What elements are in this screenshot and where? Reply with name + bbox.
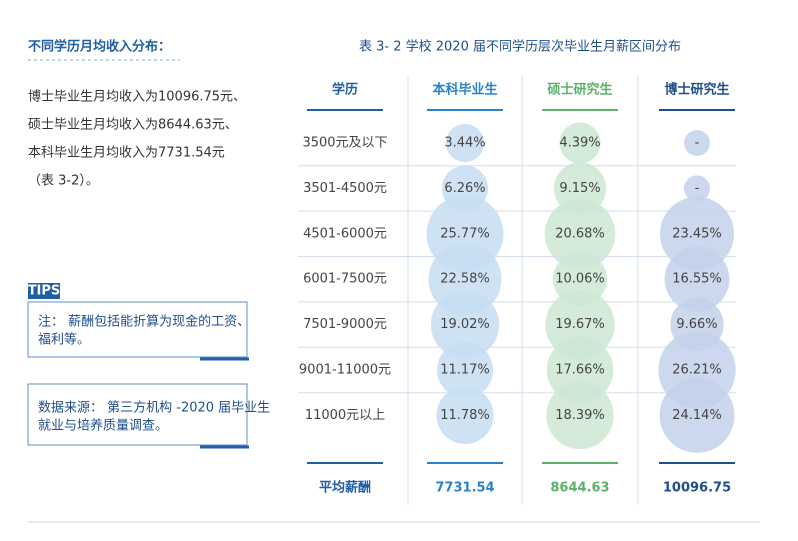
row-label: 9001-11000元	[299, 363, 391, 378]
bubble	[659, 196, 735, 271]
bubble	[445, 123, 485, 163]
cell-value: 20.68%	[555, 226, 605, 241]
tips-badge	[28, 283, 60, 299]
cell-value: 3.44%	[444, 136, 485, 151]
row-label: 3501-4500元	[303, 181, 387, 196]
heading: 不同学历月均收入分布：	[28, 39, 171, 55]
cell-value: 24.14%	[672, 408, 722, 423]
cell-value: 11.78%	[440, 408, 490, 423]
row-label: 6001-7500元	[303, 272, 387, 287]
tip-text: 就业与培养质量调查。	[38, 418, 168, 434]
body-line: （表 3-2）。	[28, 174, 99, 189]
bubble	[684, 130, 710, 156]
cell-value: 6.26%	[444, 181, 485, 196]
cell-value: 17.66%	[555, 363, 605, 378]
body-line: 博士毕业生月均收入为10096.75元、	[28, 90, 246, 105]
cell-value: 19.67%	[555, 317, 605, 332]
cell-value: 25.77%	[440, 226, 490, 241]
cell-value: 4.39%	[559, 136, 600, 151]
average-value: 7731.54	[435, 481, 494, 496]
column-header: 本科毕业生	[432, 82, 497, 98]
cell-value: -	[695, 181, 700, 196]
bubble	[684, 175, 710, 202]
cell-value: 22.58%	[440, 272, 490, 287]
cell-value: 11.17%	[440, 363, 490, 378]
body-line: 硕士毕业生月均收入为8644.63元、	[28, 118, 238, 133]
cell-value: -	[695, 136, 700, 151]
bubble	[559, 122, 601, 164]
cell-value: 9.66%	[676, 317, 717, 332]
bubble	[436, 386, 494, 444]
bubble	[430, 290, 500, 359]
bubble	[546, 381, 614, 450]
cell-value: 19.02%	[440, 317, 490, 332]
bubble	[659, 377, 735, 453]
body-line: 本科毕业生月均收入为7731.54元	[28, 146, 225, 161]
bubble	[436, 341, 494, 399]
tip-text: 注： 薪酬包括能折算为现金的工资、	[38, 314, 250, 330]
bubble	[552, 252, 608, 307]
tip-box	[27, 383, 248, 446]
column-header: 硕士研究生	[547, 82, 612, 98]
cell-value: 10.06%	[555, 272, 605, 287]
tip-box	[27, 301, 248, 358]
footer-label: 平均薪酬	[319, 480, 371, 496]
table-title: 表 3- 2 学校 2020 届不同学历层次毕业生月薪区间分布	[359, 39, 681, 55]
cell-value: 23.45%	[672, 226, 722, 241]
row-label: 3500元及以下	[302, 136, 387, 151]
tip-text: 数据来源： 第三方机构 -2020 届毕业生	[38, 400, 270, 416]
average-value: 10096.75	[663, 481, 731, 496]
cell-value: 16.55%	[672, 272, 722, 287]
bubble	[544, 198, 616, 270]
cell-value: 18.39%	[555, 408, 605, 423]
cell-value: 26.21%	[672, 363, 722, 378]
row-label: 11000元以上	[305, 408, 385, 423]
column-header: 博士研究生	[664, 82, 729, 98]
row-label: 4501-6000元	[303, 226, 387, 241]
bubble	[664, 246, 730, 312]
row-label: 7501-9000元	[303, 317, 387, 332]
average-value: 8644.63	[550, 481, 609, 496]
tips-label: TIPS	[28, 284, 61, 299]
tip-text: 福利等。	[38, 332, 90, 348]
column-header: 学历	[332, 82, 358, 98]
cell-value: 9.15%	[559, 181, 600, 196]
